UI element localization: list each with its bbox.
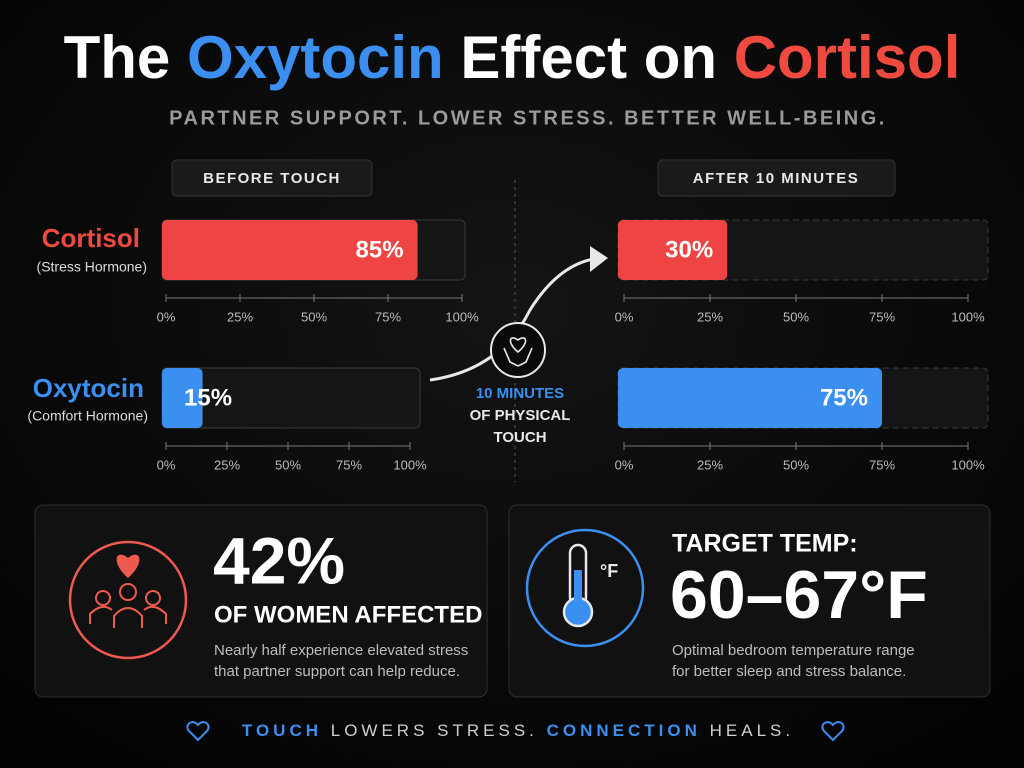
x-tick-label: 50% bbox=[301, 309, 327, 324]
x-tick-label: 50% bbox=[783, 457, 809, 472]
x-tick-label: 0% bbox=[157, 457, 176, 472]
center-note: 10 MINUTES bbox=[476, 385, 564, 402]
row-label: Oxytocin bbox=[33, 373, 144, 403]
card-headline: OF WOMEN AFFECTED bbox=[214, 601, 482, 628]
x-tick-label: 0% bbox=[615, 457, 634, 472]
heart-icon bbox=[116, 554, 140, 578]
row-note: (Stress Hormone) bbox=[37, 259, 147, 275]
title-part: Oxytocin bbox=[187, 24, 444, 91]
hands-heart bbox=[503, 337, 533, 367]
subtitle: PARTNER SUPPORT. LOWER STRESS. BETTER WE… bbox=[169, 107, 887, 129]
x-tick-label: 100% bbox=[445, 309, 479, 324]
bar bbox=[618, 368, 882, 428]
x-tick-label: 25% bbox=[697, 457, 723, 472]
title: The Oxytocin Effect on Cortisol bbox=[64, 24, 961, 91]
x-tick-label: 50% bbox=[783, 309, 809, 324]
x-tick-label: 0% bbox=[615, 309, 634, 324]
bar-value-label: 30% bbox=[665, 236, 713, 263]
x-tick-label: 75% bbox=[869, 457, 895, 472]
arrow-head bbox=[590, 246, 608, 272]
bar bbox=[618, 220, 728, 280]
x-tick-label: 100% bbox=[951, 457, 985, 472]
card-icon-ring bbox=[525, 528, 645, 648]
footer-heart bbox=[821, 721, 845, 742]
center-note: TOUCH bbox=[493, 429, 546, 446]
row-note: (Comfort Hormone) bbox=[27, 408, 148, 424]
card-text: Nearly half experience elevated stress bbox=[214, 642, 468, 659]
card-text: that partner support can help reduce. bbox=[214, 663, 460, 680]
x-tick-label: 25% bbox=[227, 309, 253, 324]
card-headline: TARGET TEMP: bbox=[672, 530, 858, 558]
x-tick-label: 0% bbox=[157, 309, 176, 324]
x-tick-label: 25% bbox=[214, 457, 240, 472]
card-stat: 60–67°F bbox=[670, 557, 928, 633]
footer-part: TOUCH bbox=[242, 721, 322, 740]
thermometer-icon bbox=[562, 543, 594, 628]
stat-card bbox=[34, 504, 488, 698]
stat-card bbox=[508, 504, 991, 698]
bar bbox=[162, 368, 203, 428]
row-label: Cortisol bbox=[42, 223, 140, 253]
card-text: for better sleep and stress balance. bbox=[672, 663, 906, 680]
icon-label: °F bbox=[600, 561, 618, 581]
bar-value-label: 75% bbox=[820, 384, 868, 411]
x-tick-label: 100% bbox=[393, 457, 427, 472]
column-header: BEFORE TOUCH bbox=[203, 170, 341, 187]
people-icon bbox=[89, 583, 167, 628]
footer-part: CONNECTION bbox=[547, 721, 701, 740]
x-tick-label: 25% bbox=[697, 309, 723, 324]
title-part: Effect on bbox=[460, 24, 717, 91]
title-part: Cortisol bbox=[734, 24, 961, 91]
footer-heart bbox=[186, 721, 210, 742]
bar-value-label: 15% bbox=[184, 384, 232, 411]
x-tick-label: 75% bbox=[375, 309, 401, 324]
footer-part: LOWERS STRESS. bbox=[331, 721, 538, 740]
card-stat: 42% bbox=[213, 523, 345, 597]
bar bbox=[162, 220, 418, 280]
title-part: The bbox=[64, 24, 171, 91]
column-header: AFTER 10 MINUTES bbox=[693, 170, 860, 187]
card-text: Optimal bedroom temperature range bbox=[672, 642, 915, 659]
x-tick-label: 75% bbox=[869, 309, 895, 324]
column-header-box bbox=[171, 159, 373, 197]
touch-icon bbox=[490, 322, 546, 378]
center-note: OF PHYSICAL bbox=[470, 407, 571, 424]
x-tick-label: 50% bbox=[275, 457, 301, 472]
x-tick-label: 100% bbox=[951, 309, 985, 324]
bar-value-label: 85% bbox=[356, 236, 404, 263]
footer-part: HEALS. bbox=[710, 721, 794, 740]
card-icon-ring bbox=[68, 540, 188, 660]
arrow bbox=[429, 256, 601, 382]
x-tick-label: 75% bbox=[336, 457, 362, 472]
footer: TOUCH LOWERS STRESS. CONNECTION HEALS. bbox=[242, 721, 794, 740]
column-header-box bbox=[657, 159, 896, 197]
